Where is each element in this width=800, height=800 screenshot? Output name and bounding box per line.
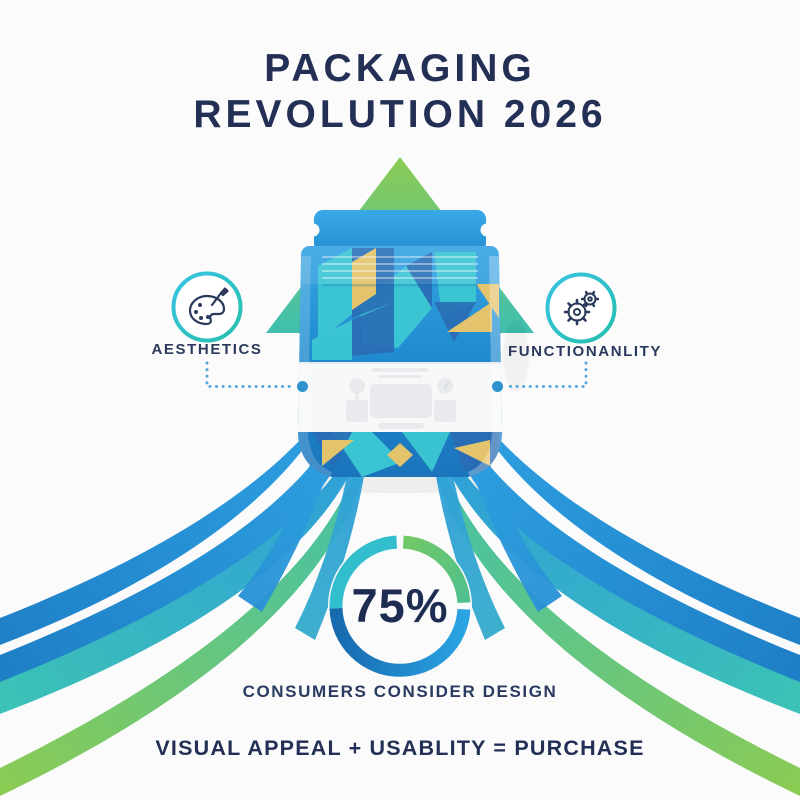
tear-notch-right — [480, 223, 494, 237]
donut-blue-segment — [329, 607, 471, 677]
donut-green-segment — [402, 535, 471, 604]
footer-formula: VISUAL APPEAL + USABLITY = PURCHASE — [155, 736, 645, 760]
label-band — [297, 362, 503, 432]
connector-dot-right — [492, 381, 503, 392]
pouch-package — [297, 210, 503, 477]
palette-icon — [188, 287, 229, 326]
aesthetics-label: AESTHETICS — [151, 341, 263, 358]
functionality-label: FUNCTIONANLITY — [507, 343, 663, 360]
pouch-top-seal — [314, 210, 486, 252]
donut-center-value: 75% — [351, 579, 449, 632]
tear-notch-left — [306, 223, 320, 237]
functionality-badge-ring — [545, 272, 617, 344]
connector-right — [503, 361, 588, 388]
title-line-2: REVOLUTION 2026 — [193, 93, 607, 136]
donut-chart — [328, 534, 472, 678]
swoosh-ribbons-left — [0, 392, 368, 796]
connector-left — [205, 361, 297, 388]
label-placeholder-graphics — [346, 368, 456, 429]
donut-caption: CONSUMERS CONSIDER DESIGN — [242, 682, 558, 701]
pouch-side-shadow — [503, 320, 529, 392]
title-line-1: PACKAGING — [264, 47, 536, 90]
aesthetics-badge-ring — [171, 271, 243, 343]
page-title: PACKAGING REVOLUTION 2026 — [0, 46, 800, 138]
gears-icon — [563, 290, 600, 326]
connector-dot-left — [297, 381, 308, 392]
donut-teal-segment — [329, 535, 398, 609]
zipper-lines — [322, 256, 478, 279]
pouch-pattern — [297, 246, 503, 477]
